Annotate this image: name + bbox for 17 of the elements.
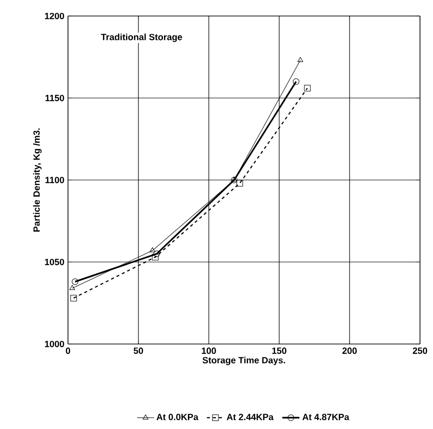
annotation: Traditional Storage (100, 34, 182, 42)
x-axis-title: Storage Time Days. (202, 356, 286, 366)
legend-label: At 2.44KPa (226, 414, 274, 420)
x-tick-label: 200 (342, 348, 357, 354)
x-tick-label: 100 (202, 348, 216, 354)
x-tick-label: 50 (134, 348, 144, 354)
y-tick-label: 1050 (45, 258, 64, 266)
legend-label: At 0.0KPa (156, 414, 198, 420)
x-tick-label: 150 (272, 348, 286, 354)
x-tick-label: 0 (66, 348, 70, 354)
y-axis-title: Particle Density, Kg /m3. (33, 128, 42, 232)
legend-label: At 4.87KPa (302, 414, 350, 420)
y-tick-label: 1100 (46, 176, 64, 184)
y-tick-label: 1000 (45, 340, 64, 348)
x-tick-label: 250 (412, 348, 428, 354)
y-tick-label: 1150 (46, 94, 64, 102)
y-tick-label: 1200 (45, 12, 64, 20)
